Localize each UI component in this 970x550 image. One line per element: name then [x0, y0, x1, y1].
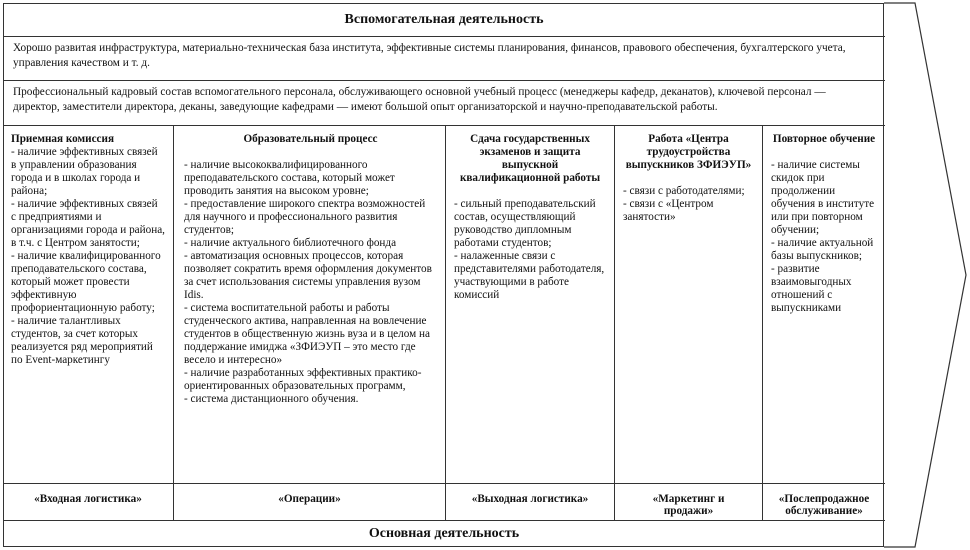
column-head: Образовательный процесс [243, 133, 378, 145]
divider [445, 125, 446, 520]
column-head: Приемная комиссия [11, 133, 115, 145]
label-marketing-sales: «Маркетинг и продажи» [652, 493, 725, 517]
label-outbound-logistics: «Выходная логистика» [471, 493, 589, 505]
divider [3, 483, 885, 484]
column-head: Работа «Центра трудоустройства выпускник… [625, 133, 752, 171]
divider [3, 36, 885, 37]
list-item: - наличие квалифицированного преподавате… [11, 250, 161, 314]
list-item: - наличие актуального библиотечного фонд… [184, 237, 397, 249]
list-item: - наличие эффективных связей с предприят… [11, 198, 165, 249]
divider [614, 125, 615, 520]
column-service: Повторное обучение - наличие системы ски… [763, 125, 885, 483]
list-item: - связи с работодателями; [623, 185, 745, 197]
column-operations: Образовательный процесс - наличие высоко… [174, 125, 445, 483]
divider [3, 80, 885, 81]
label-operations: «Операции» [278, 493, 341, 505]
label-service: «Послепродажное обслуживание» [778, 493, 870, 517]
list-item: - наличие высококвалифицированного препо… [184, 159, 395, 197]
column-head: Повторное обучение [772, 133, 876, 145]
column-outbound: Сдача государственных экзаменов и защита… [446, 125, 614, 483]
column-marketing: Работа «Центра трудоустройства выпускник… [615, 125, 762, 483]
support-activities-title: Вспомогательная деятельность [344, 12, 544, 27]
label-inbound-logistics: «Входная логистика» [34, 493, 142, 505]
list-item: - связи с «Центром занятости» [623, 198, 714, 223]
primary-activities-title: Основная деятельность [368, 526, 520, 541]
list-item: - система воспитательной работы и работы… [184, 302, 430, 366]
hr-text: Профессиональный кадровый состав вспомог… [13, 86, 826, 113]
divider [762, 125, 763, 520]
list-item: - предоставление широкого спектра возмож… [184, 198, 426, 236]
value-chain-table [3, 3, 884, 547]
list-item: - автоматизация основных процессов, кото… [184, 250, 432, 301]
list-item: - налаженные связи с представителями раб… [454, 250, 605, 301]
list-item: - наличие актуальной базы выпускников; [771, 237, 874, 262]
divider [173, 125, 174, 520]
list-item: - наличие талантливых студентов, за счет… [11, 315, 153, 366]
column-head: Сдача государственных экзаменов и защита… [459, 133, 601, 184]
column-inbound: Приемная комиссия - наличие эффективных … [3, 125, 173, 483]
divider [3, 125, 885, 126]
list-item: - наличие разработанных эффективных прак… [184, 367, 422, 392]
list-item: - наличие эффективных связей в управлени… [11, 146, 158, 197]
list-item: - система дистанционного обучения. [184, 393, 359, 405]
list-item: - наличие системы скидок при продолжении… [771, 159, 875, 236]
list-item: - сильный преподавательский состав, осущ… [454, 198, 596, 249]
list-item: - развитие взаимовыгодных отношений с вы… [771, 263, 852, 314]
infrastructure-text: Хорошо развитая инфраструктура, материал… [13, 42, 846, 69]
divider [3, 520, 885, 521]
